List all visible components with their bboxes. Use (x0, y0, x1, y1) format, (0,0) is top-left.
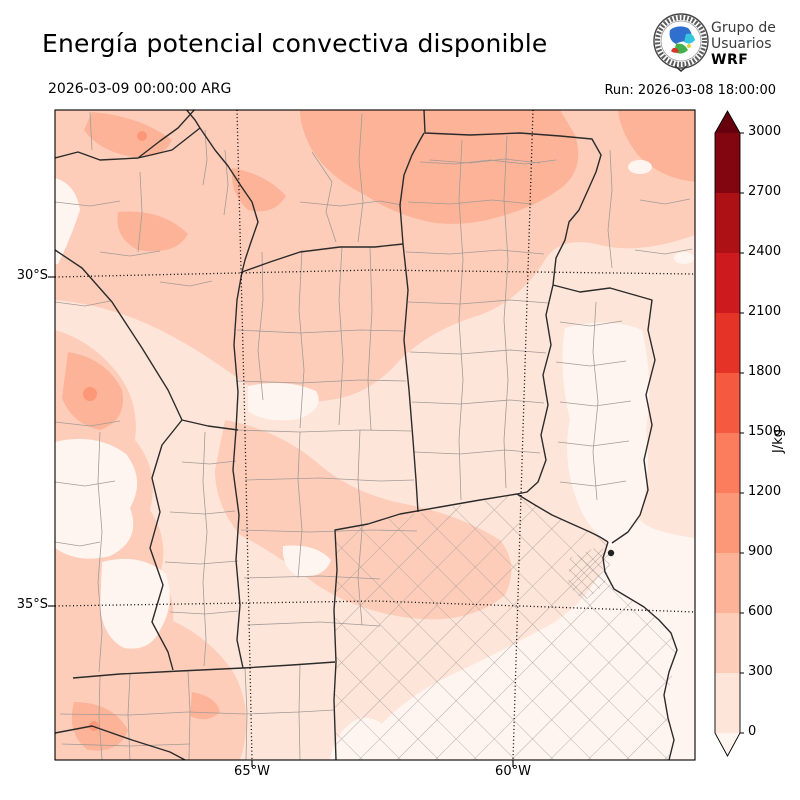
latlon-gridlines (55, 110, 695, 760)
logo-blob-yellow (687, 44, 691, 48)
colorbar-tick-label: 1800 (748, 364, 782, 379)
x-axis-label-60w: 60°W (495, 764, 531, 779)
logo-text-wrf: WRF (711, 52, 749, 69)
colorbar-tick-label: 1200 (748, 484, 782, 499)
colorbar-band (715, 253, 740, 313)
colorbar-band (715, 673, 740, 733)
logo-text-line2: Usuarios (711, 36, 772, 53)
colorbar-outline (714, 110, 741, 757)
map-area (55, 110, 695, 760)
logo-text-line1: Grupo de (711, 20, 776, 36)
province-boundaries (55, 110, 678, 760)
colorbar-tick-label: 1500 (748, 424, 782, 439)
colorbar-tick-label: 2100 (748, 304, 782, 319)
colorbar-band (715, 553, 740, 613)
cape-fill-900-1200 (83, 131, 147, 731)
wrf-users-group-logo (653, 13, 709, 72)
colorbar-band (715, 433, 740, 493)
y-axis-label-30s: 30°S (16, 268, 48, 283)
map-frame (54, 109, 696, 761)
page-title: Energía potencial convectiva disponible (42, 29, 548, 58)
buenos-aires-city-mark (607, 549, 615, 557)
axis-ticks (48, 276, 514, 767)
colorbar-band (715, 373, 740, 433)
valid-time-label: 2026-03-09 00:00:00 ARG (48, 81, 232, 97)
x-axis-label-65w: 65°W (234, 764, 270, 779)
colorbar-tick-label: 300 (748, 664, 773, 679)
colorbar-tick-label: 2400 (748, 244, 782, 259)
colorbar-band (715, 133, 740, 193)
colorbar-tick-label: 600 (748, 604, 773, 619)
colorbar-unit-label: J/kg (771, 429, 786, 453)
logo-blob-cyan (684, 33, 695, 44)
logo-text: Grupo de Usuarios WRF (711, 20, 776, 68)
logo-blob-red (671, 47, 679, 53)
colorbar (715, 132, 744, 734)
amba-dense-boundaries (568, 546, 612, 601)
colorbar-band (715, 613, 740, 673)
colorbar-band (715, 313, 740, 373)
logo-laurel-base (674, 65, 688, 72)
colorbar-tick-label: 2700 (748, 184, 782, 199)
y-axis-label-35s: 35°S (16, 597, 48, 612)
run-time-label: Run: 2026-03-08 18:00:00 (604, 83, 776, 98)
colorbar-under-arrow (715, 733, 740, 756)
colorbar-band (715, 193, 740, 253)
colorbar-band (715, 493, 740, 553)
colorbar-tick-label: 0 (748, 724, 757, 739)
colorbar-over-arrow (715, 111, 740, 133)
colorbar-tick-label: 900 (748, 544, 773, 559)
colorbar-tick-label: 3000 (748, 124, 782, 139)
